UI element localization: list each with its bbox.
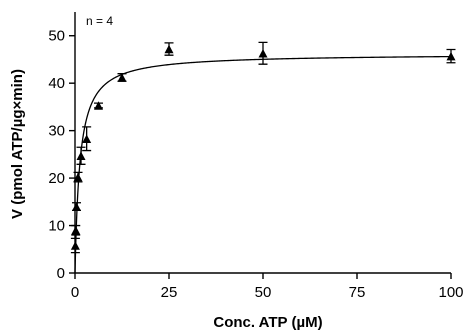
y-tick-label: 10	[48, 218, 65, 235]
data-point	[82, 126, 92, 152]
triangle-marker	[82, 134, 92, 143]
triangle-marker	[71, 226, 81, 235]
y-axis-title: V (pmol ATP/µg×min)	[9, 69, 26, 219]
data-point	[71, 224, 81, 236]
triangle-marker	[72, 202, 82, 211]
y-tick-label: 50	[48, 28, 65, 45]
data-points	[70, 41, 456, 254]
y-tick-label: 20	[48, 170, 65, 187]
x-tick-label: 0	[71, 284, 79, 301]
triangle-marker	[117, 73, 127, 82]
data-point	[117, 73, 127, 82]
y-tick-label: 40	[48, 75, 65, 92]
data-point	[76, 146, 86, 165]
x-tick-label: 100	[438, 284, 463, 301]
triangle-marker	[73, 172, 83, 182]
x-tick-label: 75	[349, 284, 366, 301]
triangle-marker	[70, 241, 80, 250]
triangle-marker	[164, 44, 174, 54]
x-ticks: 0 25 50 75 100	[71, 273, 464, 301]
y-tick-label: 0	[57, 265, 65, 282]
y-ticks: 0 10 20 30 40 50	[48, 28, 75, 282]
data-point	[164, 42, 174, 56]
triangle-marker	[94, 101, 103, 110]
x-axis-title: Conc. ATP (µM)	[213, 314, 322, 331]
data-point	[70, 237, 80, 254]
y-tick-label: 30	[48, 123, 65, 140]
data-point	[94, 101, 103, 110]
plot-area: 0 25 50 75 100 0 10 20 30 40 50	[48, 12, 464, 301]
data-point	[73, 171, 83, 183]
triangle-marker	[446, 51, 456, 61]
data-point	[446, 48, 456, 64]
data-point	[258, 41, 268, 65]
data-point	[72, 202, 82, 212]
x-tick-label: 25	[161, 284, 178, 301]
sample-size-annotation: n = 4	[86, 14, 113, 28]
triangle-marker	[76, 151, 86, 161]
x-tick-label: 50	[255, 284, 272, 301]
triangle-marker	[258, 49, 268, 58]
fit-curve	[74, 55, 452, 273]
